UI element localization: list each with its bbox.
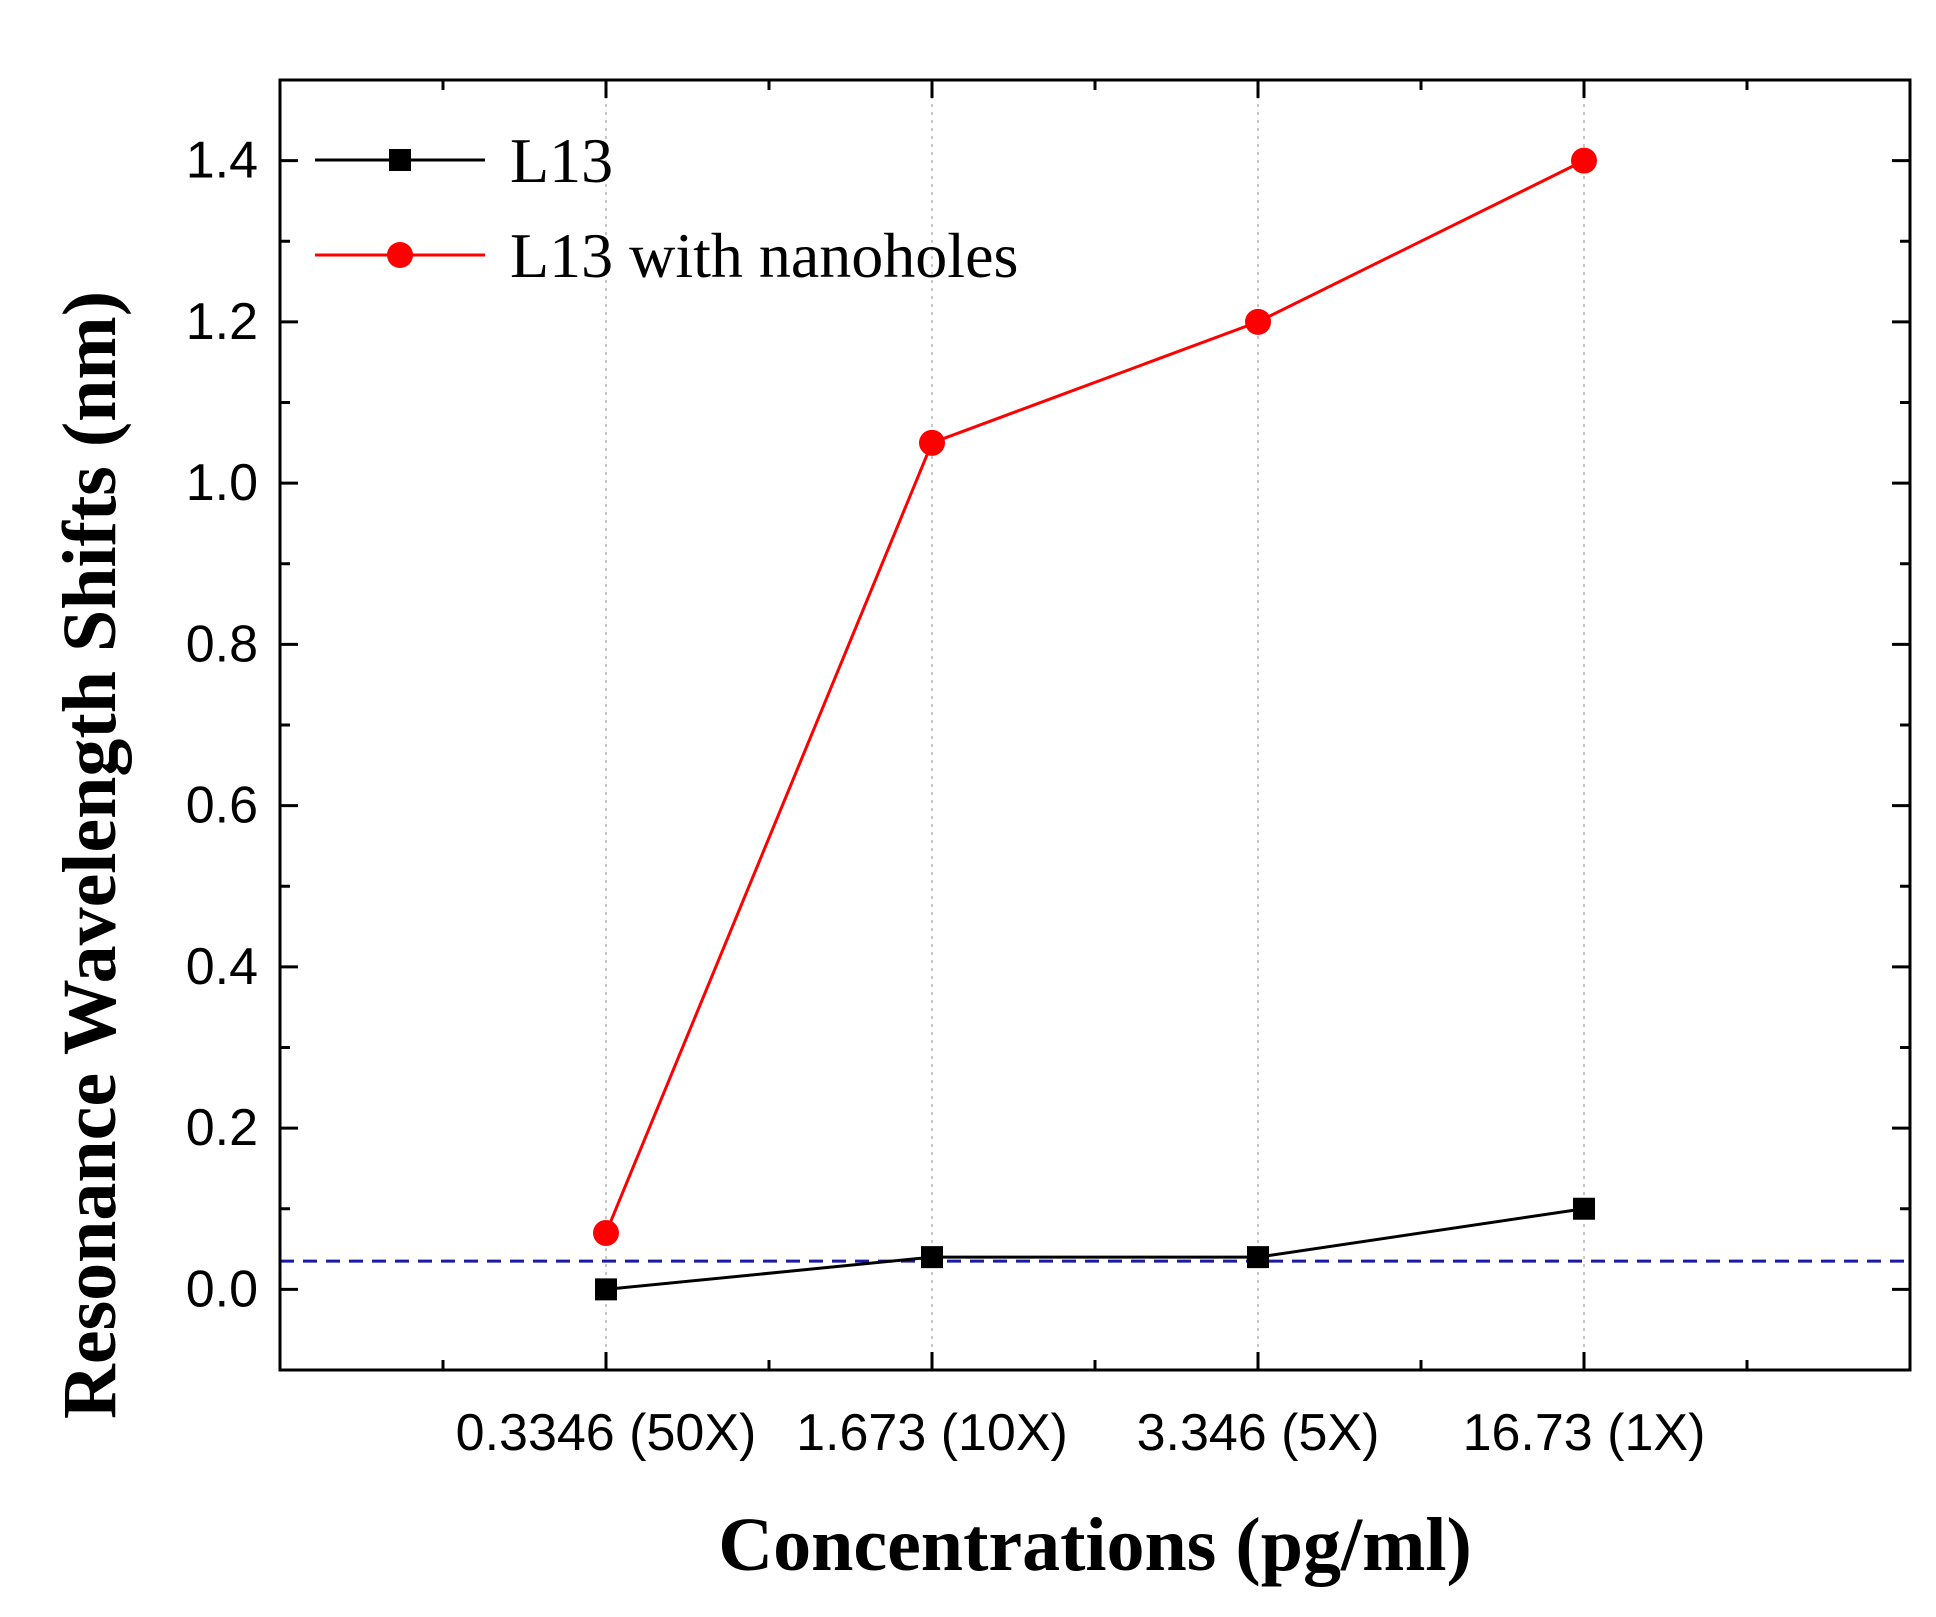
data-point-s0-2 — [1247, 1246, 1269, 1269]
x-axis-title: Concentrations (pg/ml) — [718, 1503, 1472, 1587]
y-tick-label-4: 0.8 — [186, 615, 258, 673]
data-point-s1-2 — [1245, 308, 1271, 335]
legend-entry-l13: L13 — [315, 125, 613, 196]
x-tick-label-2: 3.346 (5X) — [1137, 1404, 1380, 1462]
y-axis-title: Resonance Wavelength Shifts (nm) — [48, 291, 132, 1419]
data-point-s0-0 — [595, 1278, 617, 1301]
legend-label-l13: L13 — [510, 125, 613, 196]
data-point-s0-1 — [921, 1246, 943, 1269]
y-tick-label-1: 0.2 — [186, 1099, 258, 1157]
y-tick-label-0: 0.0 — [186, 1260, 258, 1318]
y-tick-label-5: 1.0 — [186, 454, 258, 512]
x-tick-label-1: 1.673 (10X) — [796, 1404, 1068, 1462]
y-tick-label-3: 0.6 — [186, 777, 258, 835]
legend-marker-l13 — [389, 149, 411, 171]
data-point-s1-3 — [1571, 147, 1597, 174]
legend: L13 L13 with nanoholes — [315, 125, 1018, 291]
x-tick-label-0: 0.3346 (50X) — [456, 1404, 757, 1462]
y-tick-label-2: 0.4 — [186, 938, 258, 996]
legend-label-l13-nanoholes: L13 with nanoholes — [510, 220, 1018, 291]
x-tick-label-3: 16.73 (1X) — [1463, 1404, 1706, 1462]
data-point-s1-1 — [919, 429, 945, 456]
y-tick-labels: 0.0 0.2 0.4 0.6 0.8 1.0 1.2 1.4 — [186, 132, 258, 1319]
x-tick-labels: 0.3346 (50X) 1.673 (10X) 3.346 (5X) 16.73 (… — [456, 1404, 1706, 1462]
series-line-1 — [604, 159, 1585, 1234]
series-layer — [593, 147, 1597, 1301]
y-tick-label-6: 1.2 — [186, 293, 258, 351]
data-point-s1-0 — [593, 1219, 619, 1246]
grid-layer — [605, 80, 1585, 1370]
legend-entry-l13-nanoholes: L13 with nanoholes — [315, 220, 1018, 291]
ticks-layer — [280, 80, 1910, 1372]
data-point-s0-3 — [1573, 1197, 1595, 1220]
y-tick-label-7: 1.4 — [186, 132, 258, 190]
legend-marker-l13-nanoholes — [387, 242, 413, 268]
series-line-0 — [605, 1207, 1585, 1291]
